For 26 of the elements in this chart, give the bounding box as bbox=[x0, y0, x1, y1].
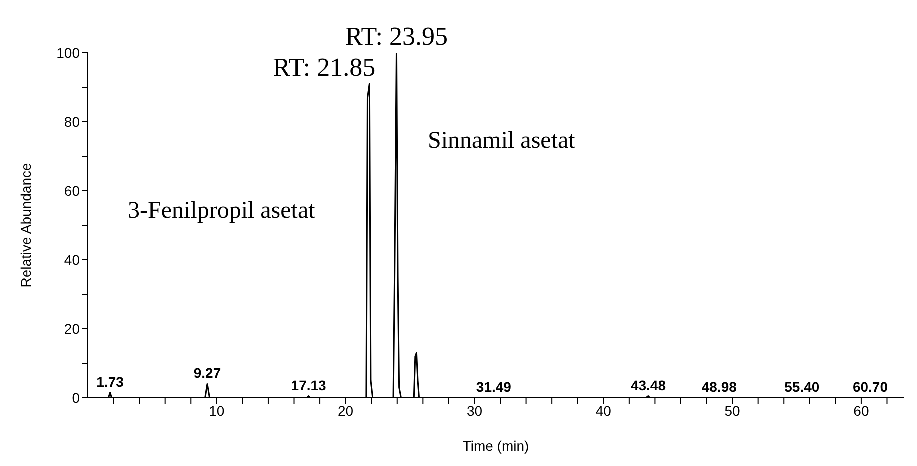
annotation: 31.49 bbox=[476, 379, 512, 395]
y-tick-label: 40 bbox=[64, 252, 80, 268]
y-tick-label: 60 bbox=[64, 182, 80, 199]
x-tick-label: 50 bbox=[724, 402, 741, 419]
y-tick-label: 0 bbox=[72, 390, 80, 406]
annotation: 9.27 bbox=[194, 365, 222, 382]
annotation: 3-Fenilpropil asetat bbox=[128, 198, 316, 225]
x-tick-label: 20 bbox=[338, 402, 354, 419]
annotation: 17.13 bbox=[291, 377, 327, 394]
annotation: 55.40 bbox=[784, 379, 820, 395]
annotation: RT: 23.95 bbox=[345, 22, 448, 51]
x-tick-label: 60 bbox=[854, 402, 870, 419]
y-tick-label: 80 bbox=[64, 114, 80, 130]
x-axis-title: Time (min) bbox=[462, 438, 530, 454]
x-tick-label: 30 bbox=[466, 402, 483, 419]
x-tick-label: 10 bbox=[209, 402, 225, 419]
annotation: 43.48 bbox=[630, 377, 666, 394]
x-tick-label: 40 bbox=[596, 402, 612, 419]
annotation: 60.70 bbox=[852, 379, 888, 395]
y-tick-label: 100 bbox=[56, 44, 80, 61]
annotation: RT: 21.85 bbox=[273, 53, 376, 82]
annotation: 48.98 bbox=[702, 379, 738, 395]
annotation: 1.73 bbox=[96, 374, 124, 390]
y-axis-title: Relative Abundance bbox=[18, 163, 34, 288]
y-tick-label: 20 bbox=[64, 320, 80, 337]
annotation: Sinnamil asetat bbox=[428, 128, 576, 155]
